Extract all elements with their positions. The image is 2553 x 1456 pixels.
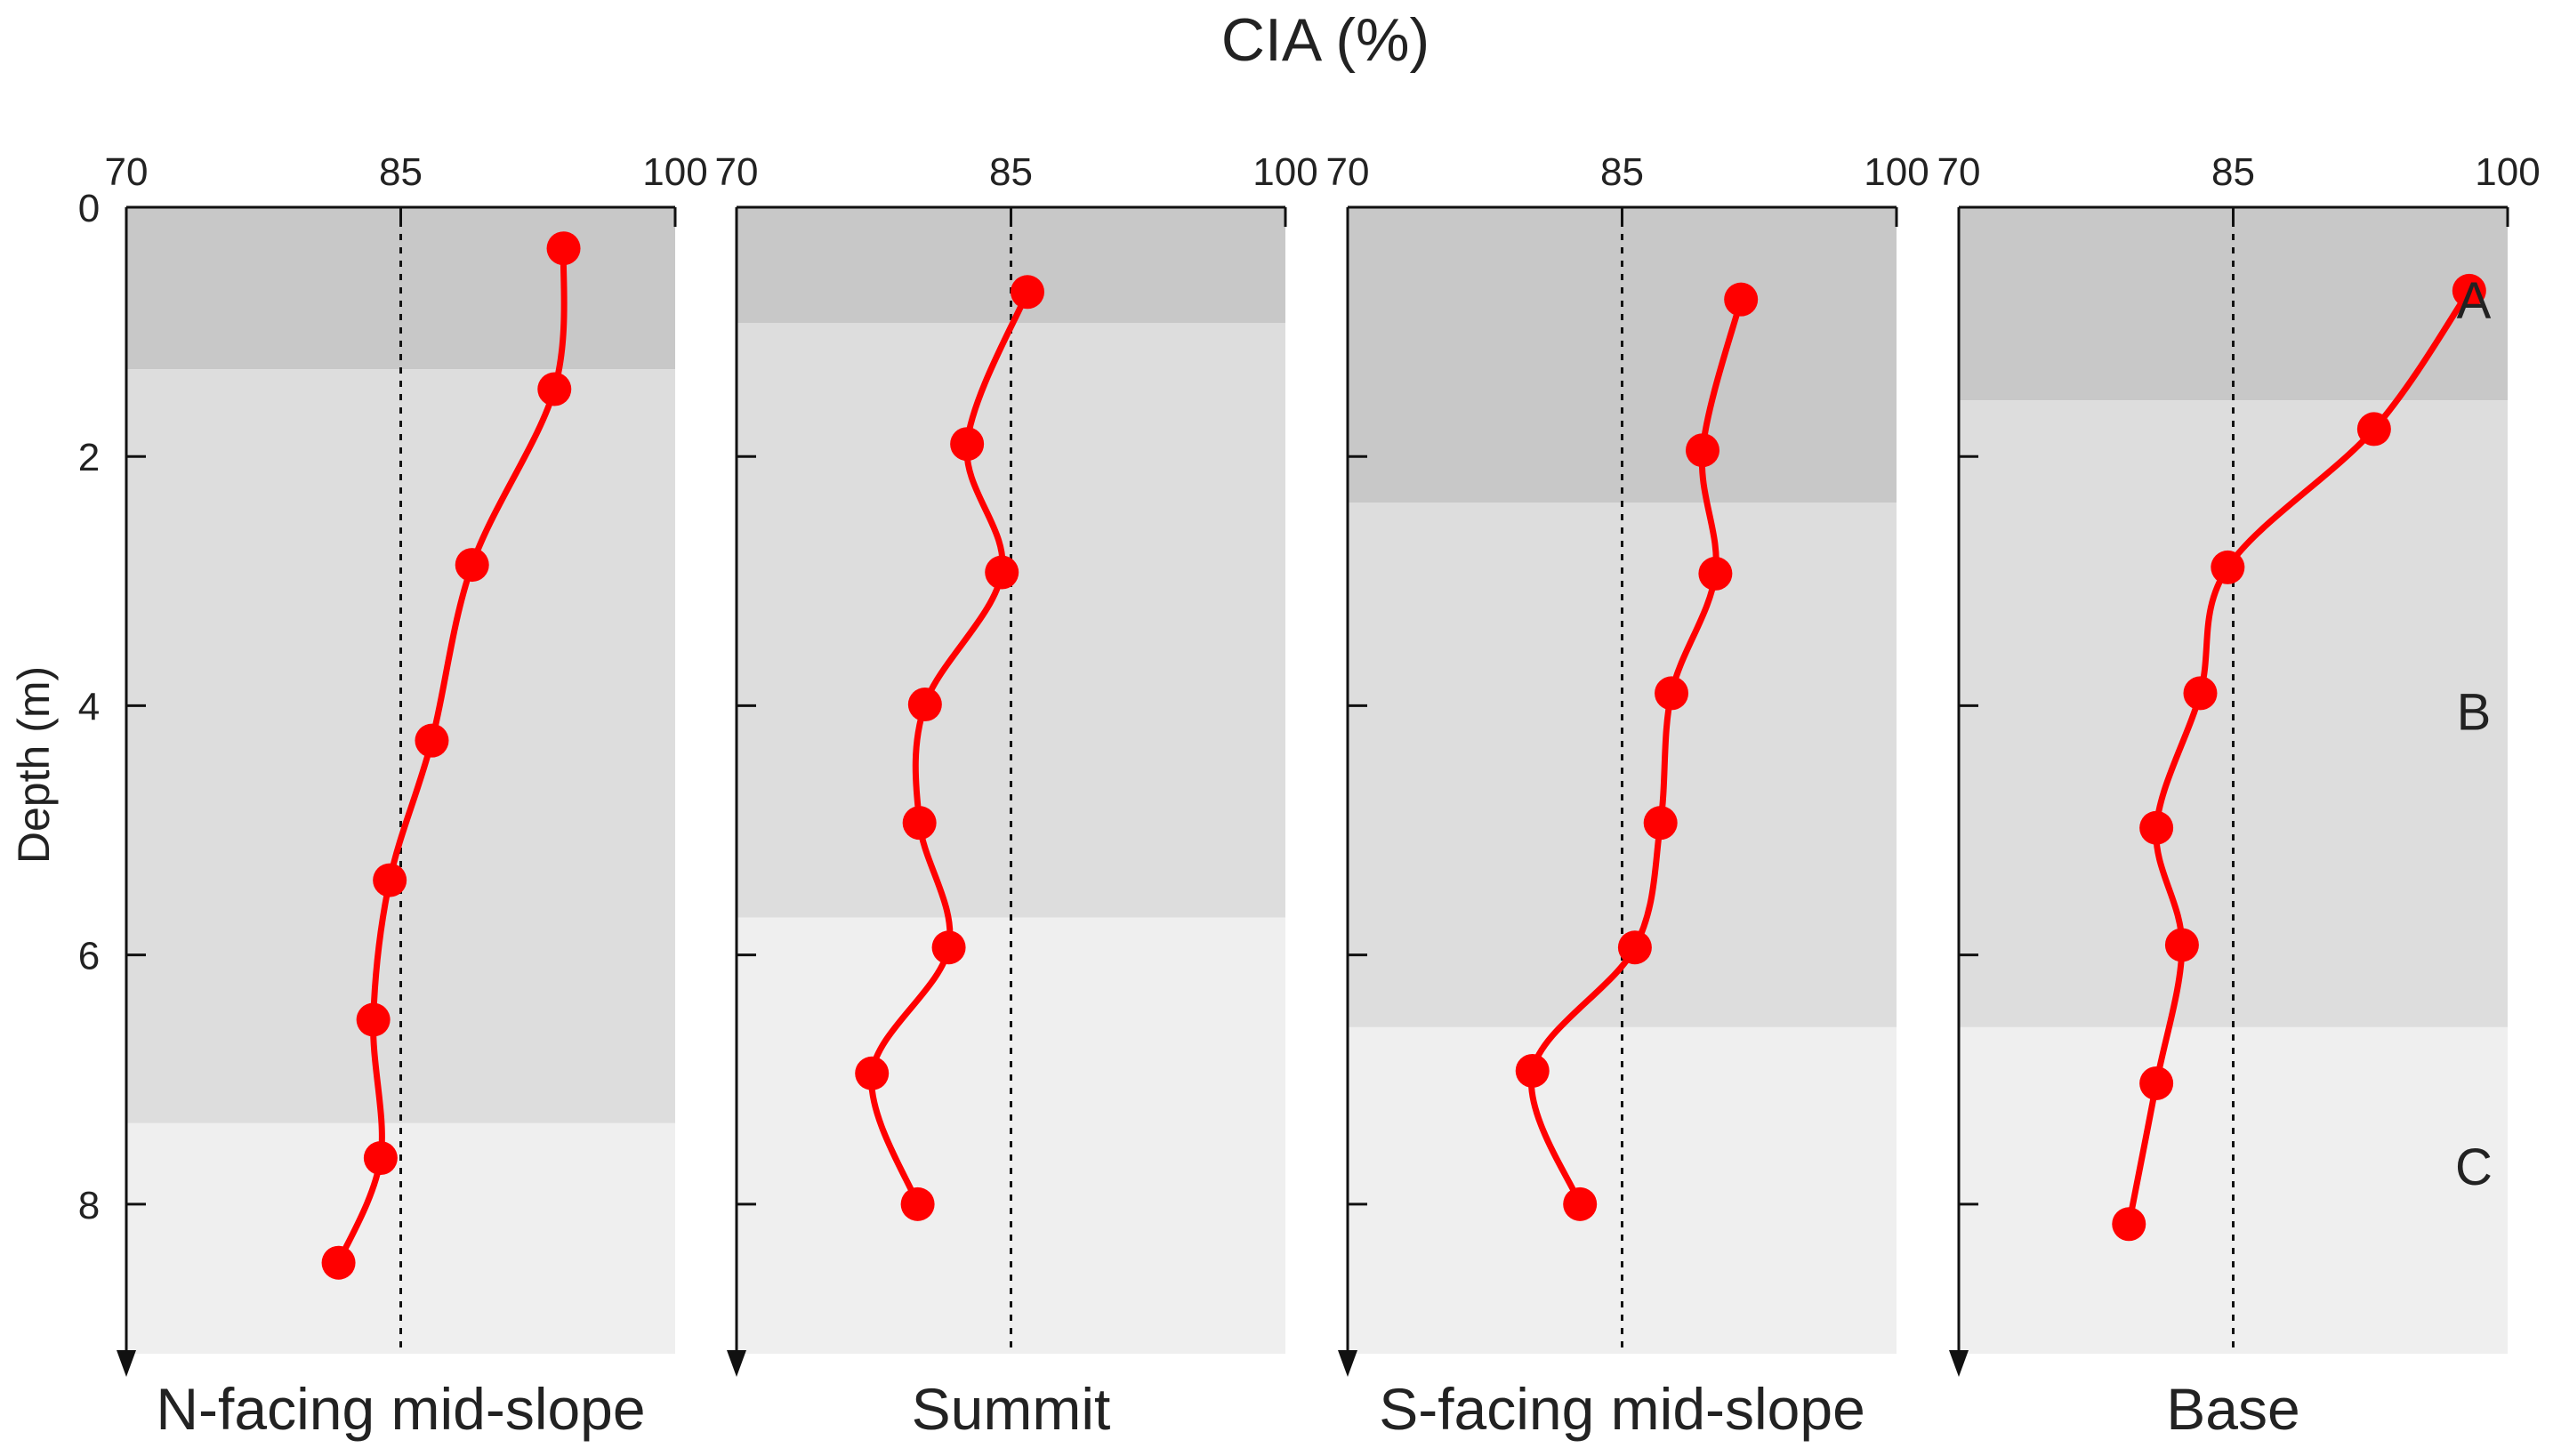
horizon-band-C <box>737 917 1285 1354</box>
x-tick-label: 70 <box>715 150 759 194</box>
panel-3: 70 85 100 Base A B C <box>1937 150 2541 1442</box>
data-point <box>1617 930 1652 965</box>
x-tick-label: 100 <box>642 150 707 194</box>
x-tick-label: 85 <box>1600 150 1644 194</box>
data-point <box>373 863 407 897</box>
y-axis-label: Depth (m) <box>9 666 59 864</box>
x-tick-label: 70 <box>105 150 149 194</box>
x-tick-label: 85 <box>2211 150 2255 194</box>
data-point <box>950 427 985 462</box>
data-point <box>2164 928 2199 962</box>
data-point <box>455 548 489 583</box>
x-tick-label: 85 <box>379 150 423 194</box>
horizon-band-C <box>1348 1026 1897 1354</box>
data-point <box>2356 412 2391 446</box>
data-point <box>2211 550 2245 584</box>
data-point <box>1643 806 1678 841</box>
data-point <box>2112 1207 2146 1242</box>
y-tick-label: 8 <box>78 1184 100 1227</box>
data-point <box>356 1002 391 1037</box>
data-point <box>1685 433 1719 468</box>
data-point <box>415 723 449 758</box>
data-point <box>321 1245 356 1280</box>
down-arrow-icon <box>1949 1350 1969 1377</box>
data-point <box>1563 1187 1598 1221</box>
data-point <box>855 1056 890 1090</box>
data-point <box>931 930 966 965</box>
x-tick-label: 100 <box>2475 150 2540 194</box>
panel-title: S-facing mid-slope <box>1379 1376 1865 1442</box>
horizon-band-C <box>1959 1026 2508 1354</box>
x-tick-label: 70 <box>1937 150 1981 194</box>
down-arrow-icon <box>1338 1350 1357 1377</box>
data-point <box>2183 676 2218 711</box>
panel-2: 70 85 100 S-facing mid-slope <box>1326 150 1929 1442</box>
data-point <box>1655 676 1689 711</box>
data-point <box>907 688 942 722</box>
data-point <box>900 1187 935 1221</box>
x-tick-label: 100 <box>1864 150 1929 194</box>
data-point <box>1011 275 1045 310</box>
x-tick-label: 70 <box>1326 150 1370 194</box>
panel-title: Summit <box>912 1376 1111 1442</box>
horizon-label-C: C <box>2455 1138 2493 1196</box>
y-tick-label: 4 <box>78 685 100 728</box>
panel-0: 70 85 100 0 2 4 6 8 N-facing mid-slope <box>78 150 708 1442</box>
y-tick-label: 6 <box>78 935 100 978</box>
data-point <box>1698 556 1733 591</box>
y-tick-label: 2 <box>78 436 100 479</box>
data-point <box>546 231 581 266</box>
cia-series-line <box>335 245 568 1267</box>
x-tick-label: 85 <box>989 150 1033 194</box>
data-point <box>363 1141 398 1176</box>
panel-title: N-facing mid-slope <box>156 1376 645 1442</box>
data-point <box>2139 810 2174 845</box>
data-point <box>902 806 937 841</box>
panel-title: Base <box>2166 1376 2299 1442</box>
panel-1: 70 85 100 Summit <box>715 150 1318 1442</box>
horizon-label-B: B <box>2457 683 2492 741</box>
x-tick-label: 100 <box>1252 150 1317 194</box>
data-point <box>537 372 572 406</box>
data-point <box>1724 282 1759 317</box>
down-arrow-icon <box>727 1350 746 1377</box>
horizon-label-A: A <box>2457 272 2492 330</box>
data-point <box>2139 1066 2174 1100</box>
data-point <box>985 555 1019 590</box>
down-arrow-icon <box>117 1350 136 1377</box>
chart-panels: 70 85 100 0 2 4 6 8 N-facing mid-slope 70 85 100 Sum… <box>78 150 2541 1442</box>
data-point <box>2452 273 2486 308</box>
y-tick-label: 0 <box>78 187 100 230</box>
chart-title: CIA (%) <box>1221 6 1430 74</box>
data-point <box>1515 1053 1550 1088</box>
